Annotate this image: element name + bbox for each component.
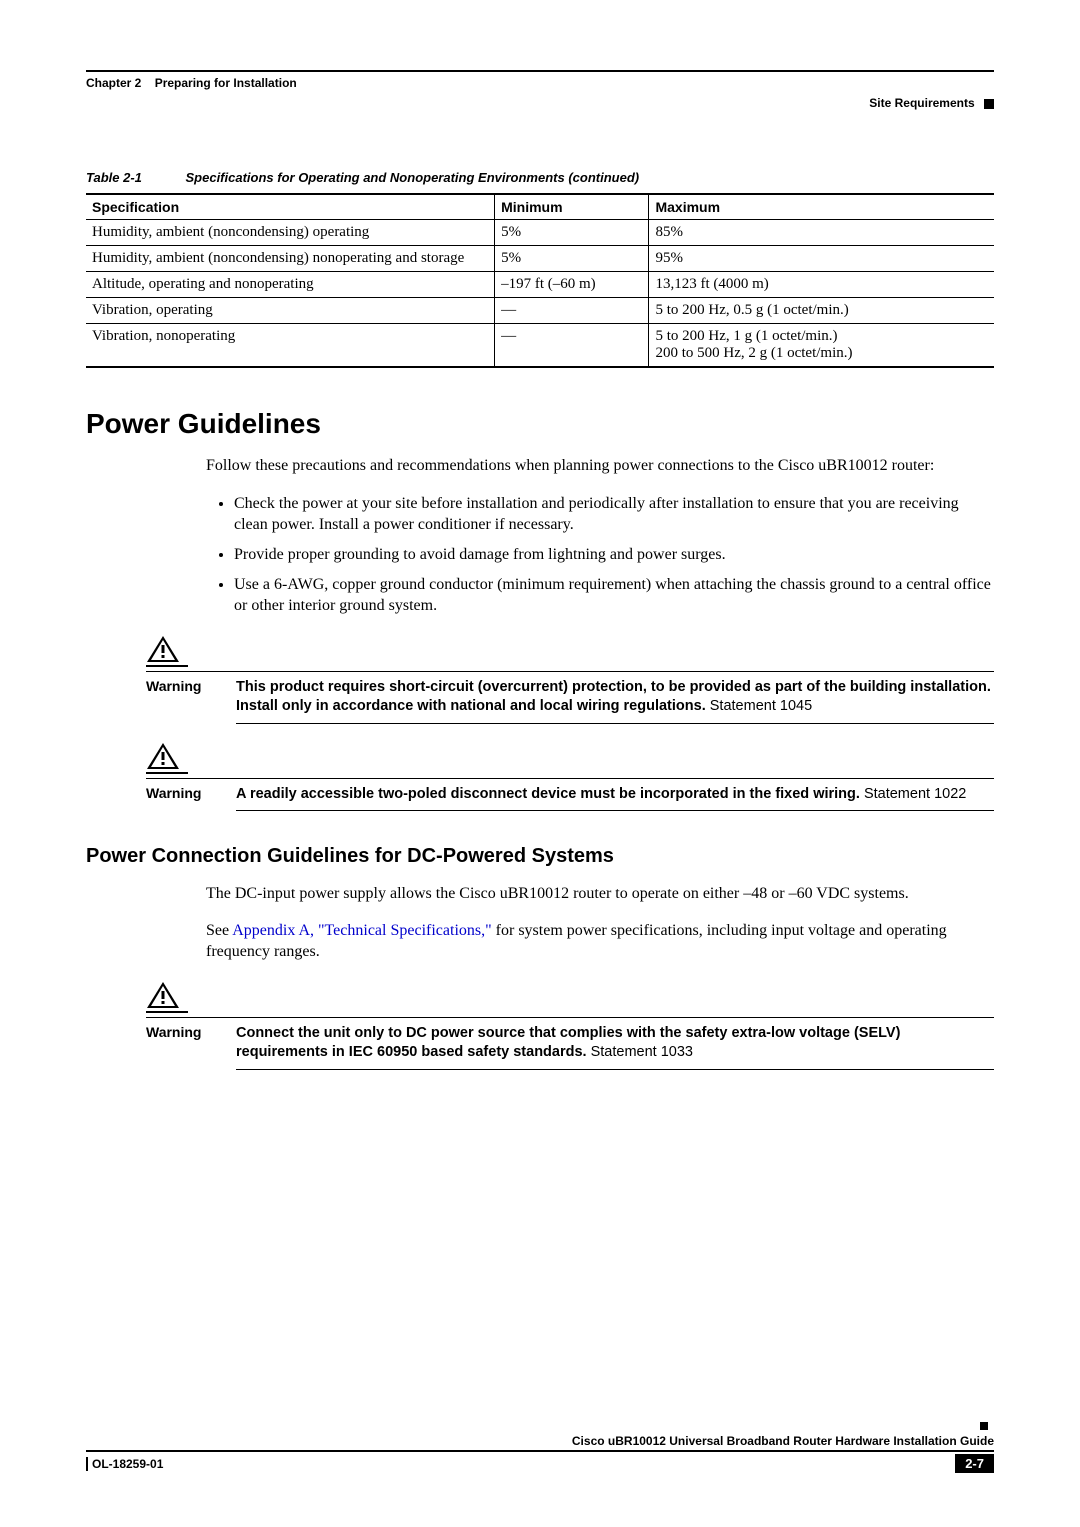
chapter-label: Chapter 2 (86, 76, 141, 90)
table-row: Humidity, ambient (noncondensing) operat… (86, 220, 994, 246)
col-header: Minimum (495, 194, 649, 220)
col-header: Specification (86, 194, 495, 220)
warning-icon-rule (146, 665, 188, 667)
warning-statement: Statement 1045 (706, 698, 812, 714)
table-header-row: Specification Minimum Maximum (86, 194, 994, 220)
header-section-right: Site Requirements (86, 96, 994, 110)
table-caption: Table 2-1 Specifications for Operating a… (86, 170, 994, 185)
appendix-link[interactable]: Appendix A, "Technical Specifications," (232, 922, 491, 939)
guideline-list: Check the power at your site before inst… (206, 493, 994, 617)
table-row: Vibration, operating — 5 to 200 Hz, 0.5 … (86, 298, 994, 324)
dc-paragraph-2: See Appendix A, "Technical Specification… (206, 921, 994, 963)
table-cell: 5 to 200 Hz, 1 g (1 octet/min.) 200 to 5… (649, 324, 994, 368)
header-marker-icon (984, 99, 994, 109)
table-cell: Vibration, nonoperating (86, 324, 495, 368)
warning-text: A readily accessible two-poled disconnec… (236, 785, 994, 805)
table-cell: Vibration, operating (86, 298, 495, 324)
warning-bold: Connect the unit only to DC power source… (236, 1025, 900, 1061)
list-item: Check the power at your site before inst… (234, 493, 994, 536)
footer-doc-title: Cisco uBR10012 Universal Broadband Route… (86, 1434, 994, 1452)
table-row: Altitude, operating and nonoperating –19… (86, 272, 994, 298)
warning-block: Warning A readily accessible two-poled d… (146, 742, 994, 812)
warning-bottom-rule (236, 723, 994, 724)
section-right-text: Site Requirements (869, 96, 974, 110)
warning-row: Warning This product requires short-circ… (146, 671, 994, 717)
warning-icon (146, 981, 180, 1009)
table-cell: –197 ft (–60 m) (495, 272, 649, 298)
warning-row: Warning Connect the unit only to DC powe… (146, 1017, 994, 1063)
warning-row: Warning A readily accessible two-poled d… (146, 778, 994, 805)
header-rule (86, 70, 994, 72)
table-cell: Humidity, ambient (noncondensing) operat… (86, 220, 495, 246)
warning-block: Warning This product requires short-circ… (146, 635, 994, 724)
page-number: 2-7 (955, 1454, 994, 1473)
table-cell: 13,123 ft (4000 m) (649, 272, 994, 298)
spec-table: Specification Minimum Maximum Humidity, … (86, 193, 994, 368)
warning-bottom-rule (236, 810, 994, 811)
power-guidelines-heading: Power Guidelines (86, 408, 994, 440)
warning-icon-rule (146, 1011, 188, 1013)
table-label: Table 2-1 (86, 170, 142, 185)
table-cell: 5 to 200 Hz, 0.5 g (1 octet/min.) (649, 298, 994, 324)
dc-power-heading: Power Connection Guidelines for DC-Power… (86, 845, 994, 868)
footer-doc-id: OL-18259-01 (86, 1457, 163, 1471)
table-cell: Altitude, operating and nonoperating (86, 272, 495, 298)
chapter-title: Preparing for Installation (155, 76, 297, 90)
list-item: Use a 6-AWG, copper ground conductor (mi… (234, 574, 994, 617)
list-item: Provide proper grounding to avoid damage… (234, 544, 994, 566)
warning-block: Warning Connect the unit only to DC powe… (146, 981, 994, 1070)
table-cell: 95% (649, 246, 994, 272)
warning-bottom-rule (236, 1069, 994, 1070)
warning-icon (146, 742, 180, 770)
warning-statement: Statement 1022 (860, 786, 966, 802)
footer-row: OL-18259-01 2-7 (86, 1454, 994, 1473)
warning-icon (146, 635, 180, 663)
warning-label: Warning (146, 678, 236, 694)
table-cell: Humidity, ambient (noncondensing) nonope… (86, 246, 495, 272)
table-cell: — (495, 298, 649, 324)
page: Chapter 2 Preparing for Installation Sit… (0, 0, 1080, 1527)
warning-label: Warning (146, 785, 236, 801)
table-cell: 5% (495, 220, 649, 246)
table-cell: 5% (495, 246, 649, 272)
warning-statement: Statement 1033 (587, 1044, 693, 1060)
dc-paragraph-1: The DC-input power supply allows the Cis… (206, 884, 994, 905)
warning-bold: This product requires short-circuit (ove… (236, 679, 991, 715)
warning-label: Warning (146, 1024, 236, 1040)
warning-text: This product requires short-circuit (ove… (236, 678, 994, 717)
footer-marker-icon (980, 1422, 988, 1430)
footer: Cisco uBR10012 Universal Broadband Route… (86, 1417, 994, 1473)
table-row: Vibration, nonoperating — 5 to 200 Hz, 1… (86, 324, 994, 368)
table-cell: 85% (649, 220, 994, 246)
warning-text: Connect the unit only to DC power source… (236, 1024, 994, 1063)
warning-icon-rule (146, 772, 188, 774)
table-caption-text: Specifications for Operating and Nonoper… (186, 170, 640, 185)
table-cell: — (495, 324, 649, 368)
p2-pre: See (206, 922, 232, 939)
intro-paragraph: Follow these precautions and recommendat… (206, 456, 994, 477)
warning-bold: A readily accessible two-poled disconnec… (236, 786, 860, 802)
table-row: Humidity, ambient (noncondensing) nonope… (86, 246, 994, 272)
header-chapter: Chapter 2 Preparing for Installation (86, 76, 994, 90)
col-header: Maximum (649, 194, 994, 220)
